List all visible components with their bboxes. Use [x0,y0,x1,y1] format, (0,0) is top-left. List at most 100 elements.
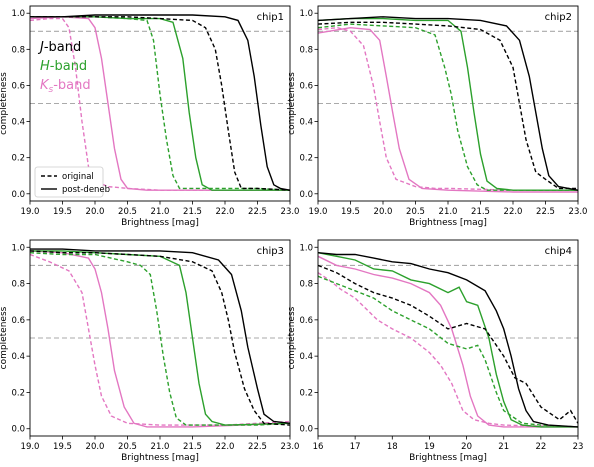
series-line-K-original [318,272,578,428]
x-tick-label: 21.5 [471,207,490,217]
series-line-K-post [30,16,290,191]
series-line-H-post [318,17,578,191]
series-line-K-post [318,255,578,428]
x-tick-label: 16 [313,442,324,452]
legend-label-post: post-deneb [62,185,110,195]
x-tick-label: 19.0 [21,442,40,452]
y-tick-label: 0.2 [299,154,313,164]
series-line-H-original [318,23,578,191]
y-tick-label: 0.8 [11,280,25,290]
y-tick-label: 1.0 [299,9,313,19]
y-tick-label: 0.8 [299,45,313,55]
series-line-J-original [318,264,578,424]
series-line-H-post [318,252,578,428]
x-tick-label: 21.5 [183,207,202,217]
x-tick-label: 21 [498,442,509,452]
x-tick-label: 22 [535,442,546,452]
x-tick-label: 19.5 [53,442,72,452]
y-tick-label: 1.0 [11,243,25,253]
x-tick-label: 20 [461,442,472,452]
y-tick-label: 0.4 [11,352,25,362]
panel-label: chip1 [257,12,284,23]
series-line-J-post [318,252,578,428]
x-tick-label: 19.5 [341,207,360,217]
panel-label: chip4 [545,246,572,257]
series-line-J-original [30,16,290,191]
x-tick-label: 19 [424,442,435,452]
x-tick-label: 22.5 [248,442,267,452]
y-axis-label: completeness [287,306,297,369]
x-axis-label: Brightness [mag] [121,218,199,228]
panel-chip4: 16 17 18 19 20 21 22 23 0.0 0.2 0.4 0.6 0.8 1.0 Bright… [287,239,584,463]
x-tick-label: 21.0 [151,442,170,452]
axes-frame [317,239,579,437]
series-line-K-original [318,26,578,191]
y-tick-label: 0.0 [11,190,25,200]
x-tick-label: 23.0 [281,442,300,452]
series-line-K-original [30,253,290,426]
x-tick-label: 22.0 [216,207,235,217]
x-tick-label: 22.0 [504,207,523,217]
y-tick-label: 0.4 [11,118,25,128]
y-tick-label: 0.2 [11,154,25,164]
y-axis-label: completeness [287,72,297,135]
series-line-H-original [318,275,578,428]
x-tick-label: 20.0 [374,207,393,217]
legend-label-original: original [62,172,94,182]
x-tick-label: 20.0 [86,442,105,452]
x-tick-label: 19.5 [53,207,72,217]
y-axis-label: completeness [0,306,9,369]
y-tick-label: 0.2 [299,388,313,398]
x-tick-label: 22.0 [216,442,235,452]
x-tick-label: 21.0 [151,207,170,217]
x-tick-label: 22.5 [536,207,555,217]
panel-chip2: 19.0 19.5 20.0 20.5 21.0 21.5 22.0 22.5 23.0 0.0 0… [287,5,588,228]
y-tick-label: 0.8 [11,45,25,55]
x-tick-label: 20.5 [118,207,137,217]
y-tick-label: 0.0 [299,190,313,200]
x-tick-label: 17 [350,442,361,452]
panel-label: chip3 [257,246,284,257]
y-tick-label: 0.6 [11,316,25,326]
series-line-J-post [318,16,578,191]
x-tick-label: 20.0 [86,207,105,217]
band-labels: J-band H-band Ks-band [37,40,91,95]
series-line-J-post [30,14,290,191]
panel-chip3: 19.0 19.5 20.0 20.5 21.0 21.5 22.0 22.5 23.0 0.0 0… [0,239,300,463]
y-tick-label: 0.0 [299,425,313,435]
series-line-K-post [30,250,290,428]
band-label-K: Ks-band [40,78,91,95]
series-line-J-post [30,248,290,424]
band-label-J: J-band [37,40,81,55]
x-axis-label: Brightness [mag] [409,218,487,228]
x-tick-label: 23 [573,442,584,452]
x-tick-label: 21.0 [439,207,458,217]
y-tick-label: 0.6 [11,81,25,91]
x-tick-label: 22.5 [248,207,267,217]
series-line-J-original [30,250,290,426]
y-tick-label: 0.6 [299,316,313,326]
series-line-H-original [30,252,290,426]
y-tick-label: 0.4 [299,118,313,128]
x-axis-label: Brightness [mag] [409,453,487,463]
series-line-J-original [318,21,578,190]
series-line-K-post [318,26,578,193]
y-tick-label: 0.0 [11,425,25,435]
x-tick-label: 19.0 [309,207,328,217]
x-tick-label: 18 [387,442,398,452]
y-tick-label: 1.0 [11,9,25,19]
y-axis-label: completeness [0,72,9,135]
x-tick-label: 20.5 [118,442,137,452]
y-tick-label: 0.4 [299,352,313,362]
panel-chip1: 19.0 19.5 20.0 20.5 21.0 21.5 22.0 22.5 23.0 0.0 0… [0,5,299,228]
x-tick-label: 19.0 [21,207,40,217]
x-tick-label: 23.0 [569,207,588,217]
x-tick-label: 20.5 [406,207,425,217]
band-label-H: H-band [40,59,87,74]
x-tick-label: 21.5 [183,442,202,452]
panel-label: chip2 [545,12,572,23]
y-tick-label: 0.6 [299,81,313,91]
x-axis-label: Brightness [mag] [121,453,199,463]
y-tick-label: 0.8 [299,280,313,290]
